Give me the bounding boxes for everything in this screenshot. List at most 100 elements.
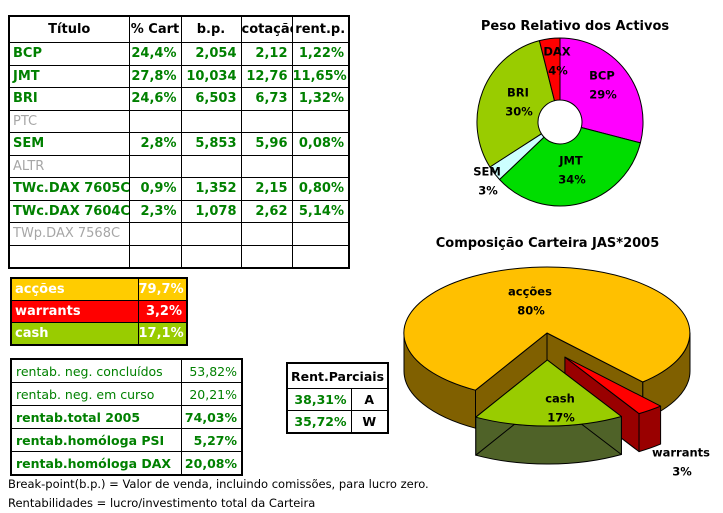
footnote-rentabilidades: Rentabilidades = lucro/investimento tota… — [8, 496, 316, 510]
value-cell[interactable]: 12,76 — [240, 64, 293, 88]
returns-value-cell[interactable]: 20,21% — [180, 382, 243, 406]
value-cell[interactable] — [180, 109, 242, 133]
donut-chart: BCP 29% JMT 34% SEM 3% BRI 30% DAX 4% — [473, 37, 644, 207]
pie3d-slice-cash — [475, 359, 622, 427]
ticker-cell[interactable]: TWc.DAX 7604C — [8, 199, 130, 223]
value-cell[interactable]: 5,96 — [240, 132, 293, 156]
value-cell[interactable] — [291, 109, 350, 133]
ticker-cell[interactable]: TWp.DAX 7568C — [8, 222, 130, 246]
table-row — [8, 244, 350, 269]
weight-cell[interactable]: 17,1% — [137, 322, 188, 346]
value-cell[interactable] — [180, 222, 242, 246]
value-cell[interactable]: 10,034 — [180, 64, 242, 88]
asset-class-cell[interactable]: warrants — [10, 300, 139, 323]
ticker-cell[interactable]: BCP — [8, 42, 130, 66]
pie3d-chart: acções 80% warrants 3% cash 17% — [403, 266, 710, 479]
returns-label-cell[interactable]: rentab. neg. em curso — [10, 382, 182, 406]
returns-value-cell[interactable]: 20,08% — [180, 451, 243, 476]
value-cell[interactable] — [180, 154, 242, 178]
donut-slice-BRI — [476, 40, 555, 168]
returns-value-cell[interactable]: 74,03% — [180, 405, 243, 429]
value-cell[interactable]: 24,6% — [128, 87, 182, 111]
returns-value-cell[interactable]: 53,82% — [180, 358, 243, 383]
asset-class-cell[interactable]: acções — [10, 277, 139, 301]
value-cell[interactable]: 1,32% — [291, 87, 350, 111]
donut-BCP-pct-label: 29% — [589, 88, 617, 102]
weight-cell[interactable]: 3,2% — [137, 300, 188, 323]
value-cell[interactable] — [240, 222, 293, 246]
value-cell[interactable]: 24,4% — [128, 42, 182, 66]
value-cell[interactable]: 2,12 — [240, 42, 293, 66]
value-cell[interactable] — [240, 154, 293, 178]
pie3d-chart-title: Composição Carteira JAS*2005 — [435, 236, 660, 251]
value-cell[interactable] — [291, 244, 350, 269]
returns-label-cell[interactable]: rentab.homóloga PSI — [10, 428, 182, 452]
pie3d-warrants-pct-label: 3% — [672, 465, 692, 479]
table-row: BCP 24,4% 2,054 2,12 1,22% — [8, 42, 350, 66]
value-cell[interactable]: 0,9% — [128, 177, 182, 201]
value-cell[interactable]: 27,8% — [128, 64, 182, 88]
value-cell[interactable] — [128, 109, 182, 133]
returns-label-cell[interactable]: rentab.total 2005 — [10, 405, 182, 429]
partials-tag-cell[interactable]: W — [350, 410, 389, 434]
column-header[interactable]: Título — [8, 15, 130, 43]
partials-value-cell[interactable]: 38,31% — [286, 388, 352, 411]
ticker-cell[interactable]: BRI — [8, 87, 130, 111]
value-cell[interactable] — [291, 222, 350, 246]
table-row: JMT 27,8% 10,034 12,76 11,65% — [8, 64, 350, 88]
returns-label-cell[interactable]: rentab.homóloga DAX — [10, 451, 182, 476]
partials-value-cell[interactable]: 35,72% — [286, 410, 352, 434]
value-cell[interactable]: 5,14% — [291, 199, 350, 223]
returns-row: rentab.homóloga PSI 5,27% — [10, 428, 243, 452]
value-cell[interactable]: 1,078 — [180, 199, 242, 223]
ticker-cell[interactable]: ALTR — [8, 154, 130, 178]
ticker-cell[interactable] — [8, 244, 130, 269]
table-row: BRI 24,6% 6,503 6,73 1,32% — [8, 87, 350, 111]
value-cell[interactable]: 2,8% — [128, 132, 182, 156]
donut-DAX-label: DAX — [543, 45, 570, 59]
partials-tag-cell[interactable]: A — [350, 388, 389, 411]
value-cell[interactable]: 2,15 — [240, 177, 293, 201]
value-cell[interactable] — [128, 154, 182, 178]
asset-class-cell[interactable]: cash — [10, 322, 139, 346]
value-cell[interactable] — [240, 244, 293, 269]
returns-value-cell[interactable]: 5,27% — [180, 428, 243, 452]
returns-row: rentab. neg. em curso 20,21% — [10, 382, 243, 406]
value-cell[interactable]: 0,80% — [291, 177, 350, 201]
allocation-row: warrants 3,2% — [10, 300, 188, 323]
partials-header[interactable]: Rent.Parciais — [286, 362, 389, 389]
returns-label-cell[interactable]: rentab. neg. concluídos — [10, 358, 182, 383]
value-cell[interactable]: 6,503 — [180, 87, 242, 111]
donut-JMT-label: JMT — [558, 154, 583, 168]
ticker-cell[interactable]: JMT — [8, 64, 130, 88]
table-row: ALTR — [8, 154, 350, 178]
value-cell[interactable] — [180, 244, 242, 269]
column-header[interactable]: b.p. — [180, 15, 242, 43]
column-header[interactable]: rent.p. — [291, 15, 350, 43]
value-cell[interactable] — [291, 154, 350, 178]
value-cell[interactable] — [240, 109, 293, 133]
weight-cell[interactable]: 79,7% — [137, 277, 188, 301]
table-row: SEM 2,8% 5,853 5,96 0,08% — [8, 132, 350, 156]
donut-BRI-label: BRI — [507, 86, 529, 100]
value-cell[interactable]: 2,3% — [128, 199, 182, 223]
value-cell[interactable]: 1,22% — [291, 42, 350, 66]
footnote-breakpoint: Break-point(b.p.) = Valor de venda, incl… — [8, 477, 429, 491]
value-cell[interactable]: 1,352 — [180, 177, 242, 201]
value-cell[interactable]: 6,73 — [240, 87, 293, 111]
returns-row: rentab.total 2005 74,03% — [10, 405, 243, 429]
value-cell[interactable]: 0,08% — [291, 132, 350, 156]
value-cell[interactable] — [128, 222, 182, 246]
value-cell[interactable] — [128, 244, 182, 269]
column-header[interactable]: % Cart — [128, 15, 182, 43]
ticker-cell[interactable]: TWc.DAX 7605C — [8, 177, 130, 201]
ticker-cell[interactable]: SEM — [8, 132, 130, 156]
ticker-cell[interactable]: PTC — [8, 109, 130, 133]
value-cell[interactable]: 11,65% — [291, 64, 350, 88]
column-header[interactable]: cotação — [240, 15, 293, 43]
partials-row: 35,72% W — [286, 410, 389, 434]
pie3d-cash-pct-label: 17% — [547, 411, 575, 425]
value-cell[interactable]: 2,054 — [180, 42, 242, 66]
value-cell[interactable]: 5,853 — [180, 132, 242, 156]
value-cell[interactable]: 2,62 — [240, 199, 293, 223]
